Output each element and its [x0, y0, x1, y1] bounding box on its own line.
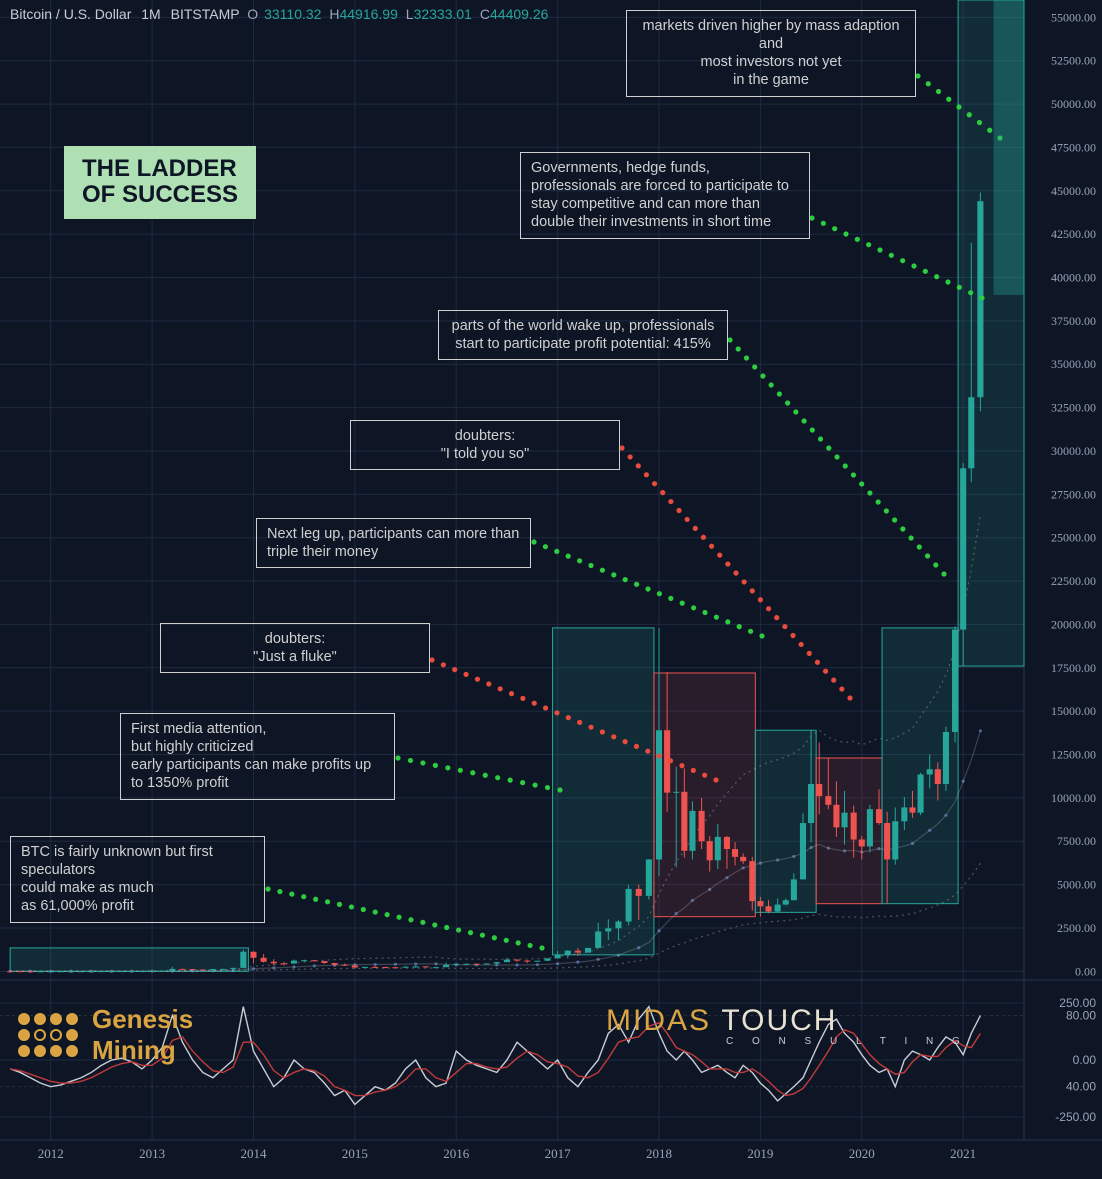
svg-text:2015: 2015: [342, 1146, 368, 1161]
genesis-dots-icon: [18, 1013, 78, 1057]
svg-text:2016: 2016: [443, 1146, 470, 1161]
svg-text:2017: 2017: [545, 1146, 572, 1161]
annotation-box: First media attention,but highly critici…: [120, 713, 395, 800]
annotation-box: Governments, hedge funds, professionals …: [520, 152, 810, 239]
svg-text:45000.00: 45000.00: [1051, 184, 1096, 198]
svg-text:22500.00: 22500.00: [1051, 574, 1096, 588]
svg-text:40.00: 40.00: [1066, 1080, 1096, 1094]
svg-text:5000.00: 5000.00: [1057, 878, 1096, 892]
svg-text:32500.00: 32500.00: [1051, 401, 1096, 415]
svg-text:55000.00: 55000.00: [1051, 10, 1096, 24]
svg-text:80.00: 80.00: [1066, 1009, 1096, 1023]
svg-text:20000.00: 20000.00: [1051, 617, 1096, 631]
svg-text:2012: 2012: [38, 1146, 64, 1161]
svg-text:50000.00: 50000.00: [1051, 97, 1096, 111]
svg-text:40000.00: 40000.00: [1051, 271, 1096, 285]
annotation-box: doubters:"I told you so": [350, 420, 620, 470]
svg-text:2019: 2019: [747, 1146, 773, 1161]
svg-text:10000.00: 10000.00: [1051, 791, 1096, 805]
svg-text:0.00: 0.00: [1073, 1053, 1097, 1067]
svg-text:47500.00: 47500.00: [1051, 140, 1096, 154]
ohlc-open: 33110.32: [264, 6, 321, 22]
exchange: BITSTAMP: [171, 6, 240, 22]
svg-text:30000.00: 30000.00: [1051, 444, 1096, 458]
svg-text:2014: 2014: [240, 1146, 267, 1161]
svg-text:2021: 2021: [950, 1146, 976, 1161]
logo-midas-touch: MIDAS TOUCH C O N S U L T I N G: [606, 1004, 968, 1047]
svg-text:27500.00: 27500.00: [1051, 487, 1096, 501]
svg-text:2020: 2020: [849, 1146, 875, 1161]
annotation-box: parts of the world wake up, professional…: [438, 310, 728, 360]
svg-text:52500.00: 52500.00: [1051, 54, 1096, 68]
logo-genesis-text2: Mining: [92, 1035, 193, 1066]
logo-genesis-mining: Genesis Mining: [18, 1004, 193, 1066]
svg-text:2013: 2013: [139, 1146, 165, 1161]
logo-genesis-text1: Genesis: [92, 1004, 193, 1035]
svg-text:-250.00: -250.00: [1055, 1110, 1096, 1124]
svg-text:35000.00: 35000.00: [1051, 357, 1096, 371]
symbol-header: Bitcoin / U.S. Dollar 1M BITSTAMP O33110…: [10, 6, 548, 22]
logo-midas-text: MIDAS TOUCH: [606, 1004, 837, 1037]
ohlc-high: 44916.99: [339, 6, 397, 22]
annotation-box: doubters:"Just a fluke": [160, 623, 430, 673]
svg-text:2500.00: 2500.00: [1057, 921, 1096, 935]
timeframe: 1M: [141, 6, 160, 22]
ohlc-low: 32333.01: [414, 6, 472, 22]
svg-text:15000.00: 15000.00: [1051, 704, 1096, 718]
svg-text:17500.00: 17500.00: [1051, 661, 1096, 675]
annotation-box: markets driven higher by mass adaptionan…: [626, 10, 916, 97]
svg-text:25000.00: 25000.00: [1051, 531, 1096, 545]
symbol-name: Bitcoin / U.S. Dollar: [10, 6, 131, 22]
annotation-box: BTC is fairly unknown but first speculat…: [10, 836, 265, 923]
annotation-box: Next leg up, participants can more than …: [256, 518, 531, 568]
svg-text:42500.00: 42500.00: [1051, 227, 1096, 241]
svg-text:2018: 2018: [646, 1146, 672, 1161]
ohlc-close: 44409.26: [490, 6, 548, 22]
svg-text:37500.00: 37500.00: [1051, 314, 1096, 328]
logo-midas-sub: C O N S U L T I N G: [726, 1036, 968, 1047]
svg-text:7500.00: 7500.00: [1057, 834, 1096, 848]
svg-text:12500.00: 12500.00: [1051, 748, 1096, 762]
chart-title: THE LADDEROF SUCCESS: [64, 146, 256, 219]
svg-text:0.00: 0.00: [1075, 964, 1096, 978]
